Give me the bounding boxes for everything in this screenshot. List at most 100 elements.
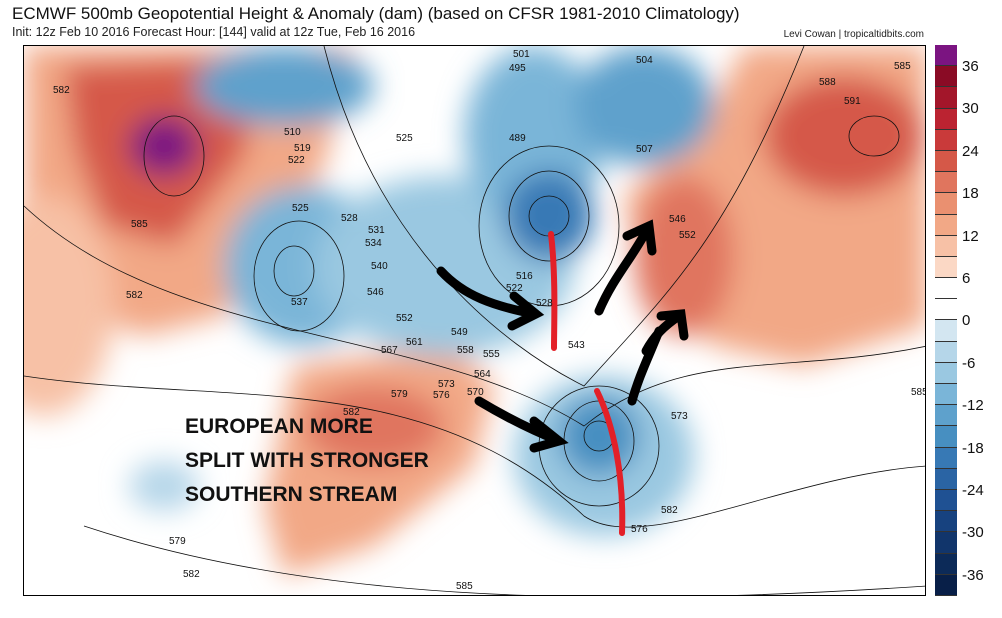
colorbar — [935, 45, 957, 596]
contour-label: 561 — [406, 337, 423, 348]
contour-label: 576 — [433, 390, 450, 401]
colorbar-label: 36 — [962, 58, 979, 75]
colorbar-label: -12 — [962, 397, 984, 415]
colorbar-segment — [935, 278, 957, 300]
contour-label: 567 — [381, 345, 398, 356]
map-canvas: 5825855825105195225255285315345405375465… — [24, 46, 926, 595]
colorbar-segment — [935, 45, 957, 67]
contour-label: 522 — [288, 155, 305, 166]
contour-label: 582 — [53, 85, 70, 96]
colorbar-label: -36 — [962, 566, 984, 584]
contour-label: 522 — [506, 283, 523, 294]
contour-label: 501 — [513, 49, 530, 60]
contour-label: 555 — [483, 349, 500, 360]
colorbar-segment — [935, 553, 957, 575]
contour-label: 552 — [679, 230, 696, 241]
contour-label: 510 — [284, 127, 301, 138]
contour-label: 579 — [391, 389, 408, 400]
colorbar-segment — [935, 87, 957, 109]
colorbar-segment — [935, 384, 957, 406]
colorbar-segment — [935, 447, 957, 469]
colorbar-segment — [935, 150, 957, 173]
colorbar-segment — [935, 108, 957, 130]
colorbar-label: -24 — [962, 482, 984, 499]
map-title: ECMWF 500mb Geopotential Height & Anomal… — [12, 4, 740, 23]
colorbar-label: 30 — [962, 100, 979, 118]
contour-label: 576 — [631, 524, 648, 535]
contour-label: 546 — [367, 287, 384, 298]
contour-label: 525 — [396, 133, 413, 144]
contour-label: 558 — [457, 345, 474, 356]
contour-label: 573 — [671, 411, 688, 422]
colorbar-segment — [935, 256, 957, 279]
contour-label: 537 — [291, 297, 308, 308]
contour-label: 528 — [341, 213, 358, 224]
colorbar-label: -6 — [962, 354, 976, 372]
colorbar-segment — [935, 574, 957, 596]
contour-label: 585 — [456, 581, 473, 592]
contour-label: 528 — [536, 298, 553, 309]
contour-label: 549 — [451, 327, 468, 338]
colorbar-label: 0 — [962, 312, 971, 330]
annotation-text: EUROPEAN MORE SPLIT WITH STRONGER SOUTHE… — [185, 410, 429, 512]
colorbar-label: -30 — [962, 524, 984, 542]
colorbar-label: 24 — [962, 142, 979, 160]
colorbar-segment — [935, 426, 957, 448]
colorbar-segment — [935, 532, 957, 554]
colorbar-segment — [935, 405, 957, 427]
colorbar-segment — [935, 214, 957, 236]
annotation-line: SPLIT WITH STRONGER — [185, 449, 429, 472]
annotation-line: EUROPEAN MORE — [185, 415, 373, 438]
contour-label: 516 — [516, 271, 533, 282]
contour-labels: 5825855825105195225255285315345405375465… — [53, 49, 926, 592]
colorbar-segment — [935, 468, 957, 490]
colorbar-segment — [935, 362, 957, 384]
contour-label: 540 — [371, 261, 388, 272]
contour-label: 585 — [131, 219, 148, 230]
trough-axis-lines — [548, 231, 626, 536]
annotation-line: SOUTHERN STREAM — [185, 483, 398, 506]
colorbar-segment — [935, 341, 957, 363]
contour-label: 579 — [169, 536, 186, 547]
contour-label: 531 — [368, 225, 385, 236]
colorbar-segment — [935, 511, 957, 533]
contour-label: 495 — [509, 63, 526, 74]
colorbar-segment — [935, 235, 957, 257]
flow-arrows — [436, 219, 689, 453]
contour-label: 582 — [343, 407, 360, 418]
colorbar-segment — [935, 66, 957, 88]
contour-label: 582 — [661, 505, 678, 516]
contour-label: 588 — [819, 77, 836, 88]
contour-label: 507 — [636, 144, 653, 155]
colorbar-segment — [935, 193, 957, 215]
contour-label: 519 — [294, 143, 311, 154]
colorbar-label: -18 — [962, 439, 984, 457]
colorbar-segment — [935, 320, 957, 342]
contour-label: 591 — [844, 96, 861, 107]
contour-label: 582 — [126, 290, 143, 301]
contour-label: 504 — [636, 55, 653, 66]
map-credit: Levi Cowan | tropicaltidbits.com — [783, 29, 924, 40]
colorbar-label: 18 — [962, 185, 979, 203]
contour-label: 573 — [438, 379, 455, 390]
contour-label: 489 — [509, 133, 526, 144]
contour-label: 564 — [474, 369, 491, 380]
contour-label: 570 — [467, 387, 484, 398]
height-anomaly-map: 582 585 582 510 519 522 525 528 531 534 540 537 546 5… — [23, 45, 926, 596]
colorbar-segment — [935, 129, 957, 151]
contour-label: 552 — [396, 313, 413, 324]
contour-label: 534 — [365, 238, 382, 249]
contour-label: 585 — [911, 387, 926, 398]
colorbar-label: 6 — [962, 270, 971, 287]
contour-label: 525 — [292, 203, 309, 214]
map-subtitle: Init: 12z Feb 10 2016 Forecast Hour: [14… — [12, 25, 416, 39]
contour-label: 543 — [568, 340, 585, 351]
anomaly-shading — [24, 46, 925, 576]
colorbar-segment — [935, 172, 957, 194]
contour-label: 546 — [669, 214, 686, 225]
colorbar-segment — [935, 489, 957, 512]
contour-label: 585 — [894, 61, 911, 72]
contour-label: 582 — [183, 569, 200, 580]
colorbar-label: 12 — [962, 227, 979, 245]
colorbar-segment — [935, 299, 957, 321]
